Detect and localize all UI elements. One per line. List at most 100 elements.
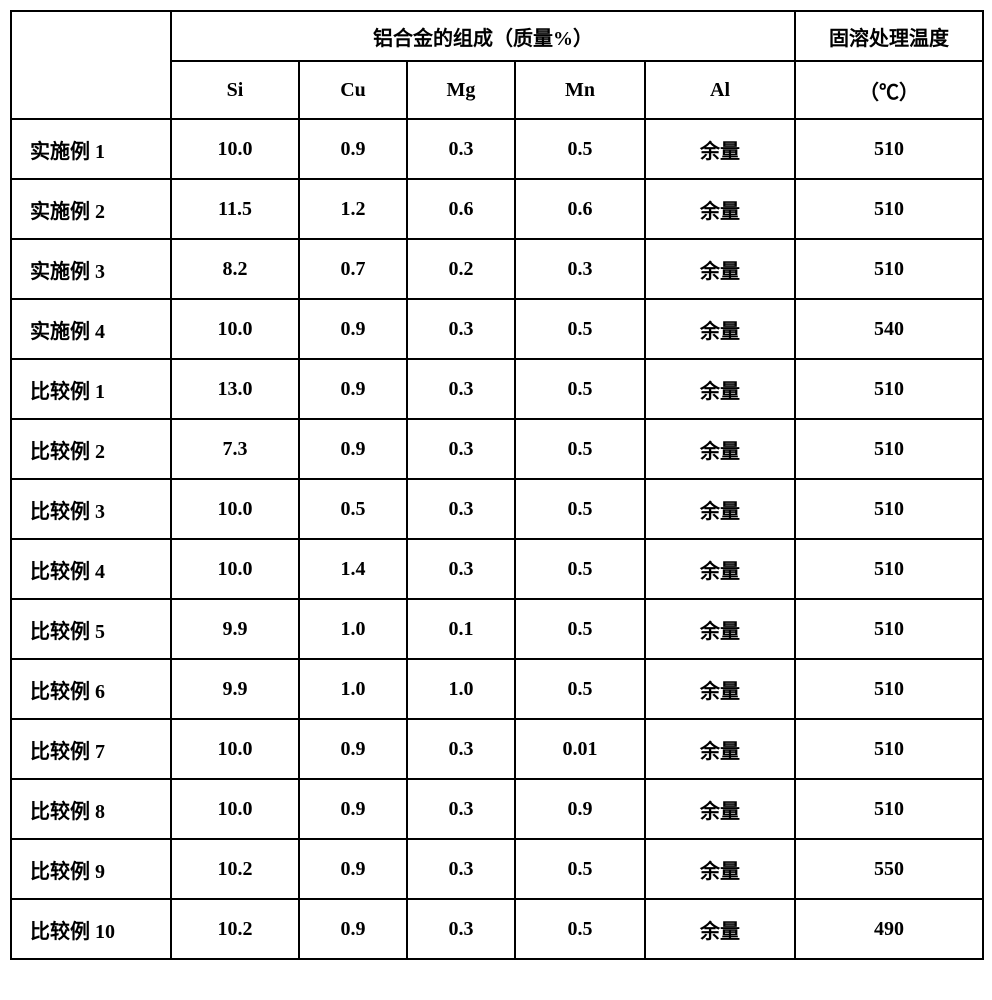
cell-label: 比较例 3 bbox=[11, 479, 171, 539]
cell-label: 比较例 9 bbox=[11, 839, 171, 899]
cell-mg: 0.2 bbox=[407, 239, 515, 299]
cell-mn: 0.5 bbox=[515, 419, 645, 479]
table-row: 实施例 38.20.70.20.3余量510 bbox=[11, 239, 983, 299]
cell-temp: 550 bbox=[795, 839, 983, 899]
cell-al: 余量 bbox=[645, 539, 795, 599]
cell-cu: 1.0 bbox=[299, 659, 407, 719]
cell-cu: 0.9 bbox=[299, 839, 407, 899]
cell-label: 比较例 1 bbox=[11, 359, 171, 419]
cell-cu: 1.0 bbox=[299, 599, 407, 659]
header-col-si: Si bbox=[171, 61, 299, 119]
table-row: 比较例 710.00.90.30.01余量510 bbox=[11, 719, 983, 779]
cell-label: 比较例 7 bbox=[11, 719, 171, 779]
table-row: 比较例 310.00.50.30.5余量510 bbox=[11, 479, 983, 539]
cell-label: 比较例 5 bbox=[11, 599, 171, 659]
cell-al: 余量 bbox=[645, 899, 795, 959]
cell-si: 10.0 bbox=[171, 299, 299, 359]
cell-mg: 1.0 bbox=[407, 659, 515, 719]
cell-al: 余量 bbox=[645, 359, 795, 419]
table-row: 实施例 110.00.90.30.5余量510 bbox=[11, 119, 983, 179]
cell-mn: 0.9 bbox=[515, 779, 645, 839]
header-col-mn: Mn bbox=[515, 61, 645, 119]
cell-al: 余量 bbox=[645, 239, 795, 299]
cell-mg: 0.3 bbox=[407, 119, 515, 179]
table-body: 实施例 110.00.90.30.5余量510实施例 211.51.20.60.… bbox=[11, 119, 983, 959]
cell-si: 8.2 bbox=[171, 239, 299, 299]
cell-mg: 0.3 bbox=[407, 299, 515, 359]
alloy-composition-table: 铝合金的组成（质量%） 固溶处理温度 Si Cu Mg Mn Al （℃） 实施… bbox=[10, 10, 984, 960]
cell-mg: 0.3 bbox=[407, 359, 515, 419]
table-row: 实施例 410.00.90.30.5余量540 bbox=[11, 299, 983, 359]
header-col-al: Al bbox=[645, 61, 795, 119]
table-row: 比较例 410.01.40.30.5余量510 bbox=[11, 539, 983, 599]
cell-mg: 0.3 bbox=[407, 779, 515, 839]
cell-mn: 0.5 bbox=[515, 119, 645, 179]
cell-cu: 1.4 bbox=[299, 539, 407, 599]
table-row: 实施例 211.51.20.60.6余量510 bbox=[11, 179, 983, 239]
cell-si: 10.0 bbox=[171, 779, 299, 839]
cell-cu: 0.9 bbox=[299, 899, 407, 959]
cell-label: 比较例 6 bbox=[11, 659, 171, 719]
header-composition-group: 铝合金的组成（质量%） bbox=[171, 11, 795, 61]
cell-mg: 0.3 bbox=[407, 539, 515, 599]
cell-mn: 0.3 bbox=[515, 239, 645, 299]
cell-label: 比较例 4 bbox=[11, 539, 171, 599]
header-temperature-top: 固溶处理温度 bbox=[795, 11, 983, 61]
cell-al: 余量 bbox=[645, 719, 795, 779]
cell-mn: 0.6 bbox=[515, 179, 645, 239]
cell-mn: 0.5 bbox=[515, 479, 645, 539]
cell-mn: 0.5 bbox=[515, 899, 645, 959]
cell-temp: 510 bbox=[795, 359, 983, 419]
cell-si: 10.0 bbox=[171, 539, 299, 599]
cell-temp: 510 bbox=[795, 779, 983, 839]
table-row: 比较例 59.91.00.10.5余量510 bbox=[11, 599, 983, 659]
cell-al: 余量 bbox=[645, 779, 795, 839]
cell-mn: 0.5 bbox=[515, 299, 645, 359]
header-col-cu: Cu bbox=[299, 61, 407, 119]
cell-si: 10.2 bbox=[171, 839, 299, 899]
cell-al: 余量 bbox=[645, 659, 795, 719]
cell-mn: 0.5 bbox=[515, 839, 645, 899]
cell-temp: 510 bbox=[795, 599, 983, 659]
cell-label: 实施例 3 bbox=[11, 239, 171, 299]
cell-al: 余量 bbox=[645, 119, 795, 179]
cell-temp: 510 bbox=[795, 119, 983, 179]
cell-mg: 0.1 bbox=[407, 599, 515, 659]
cell-al: 余量 bbox=[645, 419, 795, 479]
header-temperature-unit: （℃） bbox=[795, 61, 983, 119]
cell-mg: 0.3 bbox=[407, 419, 515, 479]
cell-mg: 0.3 bbox=[407, 719, 515, 779]
cell-cu: 1.2 bbox=[299, 179, 407, 239]
cell-mn: 0.5 bbox=[515, 539, 645, 599]
cell-cu: 0.9 bbox=[299, 779, 407, 839]
cell-si: 10.0 bbox=[171, 119, 299, 179]
cell-si: 13.0 bbox=[171, 359, 299, 419]
cell-al: 余量 bbox=[645, 479, 795, 539]
cell-mg: 0.3 bbox=[407, 899, 515, 959]
table-row: 比较例 1010.20.90.30.5余量490 bbox=[11, 899, 983, 959]
cell-si: 10.2 bbox=[171, 899, 299, 959]
table-row: 比较例 910.20.90.30.5余量550 bbox=[11, 839, 983, 899]
cell-si: 7.3 bbox=[171, 419, 299, 479]
cell-mg: 0.6 bbox=[407, 179, 515, 239]
cell-mn: 0.5 bbox=[515, 599, 645, 659]
cell-cu: 0.5 bbox=[299, 479, 407, 539]
cell-label: 实施例 4 bbox=[11, 299, 171, 359]
cell-si: 9.9 bbox=[171, 599, 299, 659]
cell-si: 10.0 bbox=[171, 479, 299, 539]
cell-cu: 0.9 bbox=[299, 119, 407, 179]
cell-mn: 0.5 bbox=[515, 659, 645, 719]
cell-label: 实施例 1 bbox=[11, 119, 171, 179]
cell-label: 比较例 8 bbox=[11, 779, 171, 839]
cell-cu: 0.7 bbox=[299, 239, 407, 299]
cell-temp: 510 bbox=[795, 659, 983, 719]
header-blank bbox=[11, 11, 171, 119]
table-row: 比较例 810.00.90.30.9余量510 bbox=[11, 779, 983, 839]
cell-si: 11.5 bbox=[171, 179, 299, 239]
cell-temp: 510 bbox=[795, 719, 983, 779]
cell-mg: 0.3 bbox=[407, 839, 515, 899]
cell-cu: 0.9 bbox=[299, 299, 407, 359]
cell-temp: 510 bbox=[795, 179, 983, 239]
cell-si: 10.0 bbox=[171, 719, 299, 779]
cell-mn: 0.01 bbox=[515, 719, 645, 779]
